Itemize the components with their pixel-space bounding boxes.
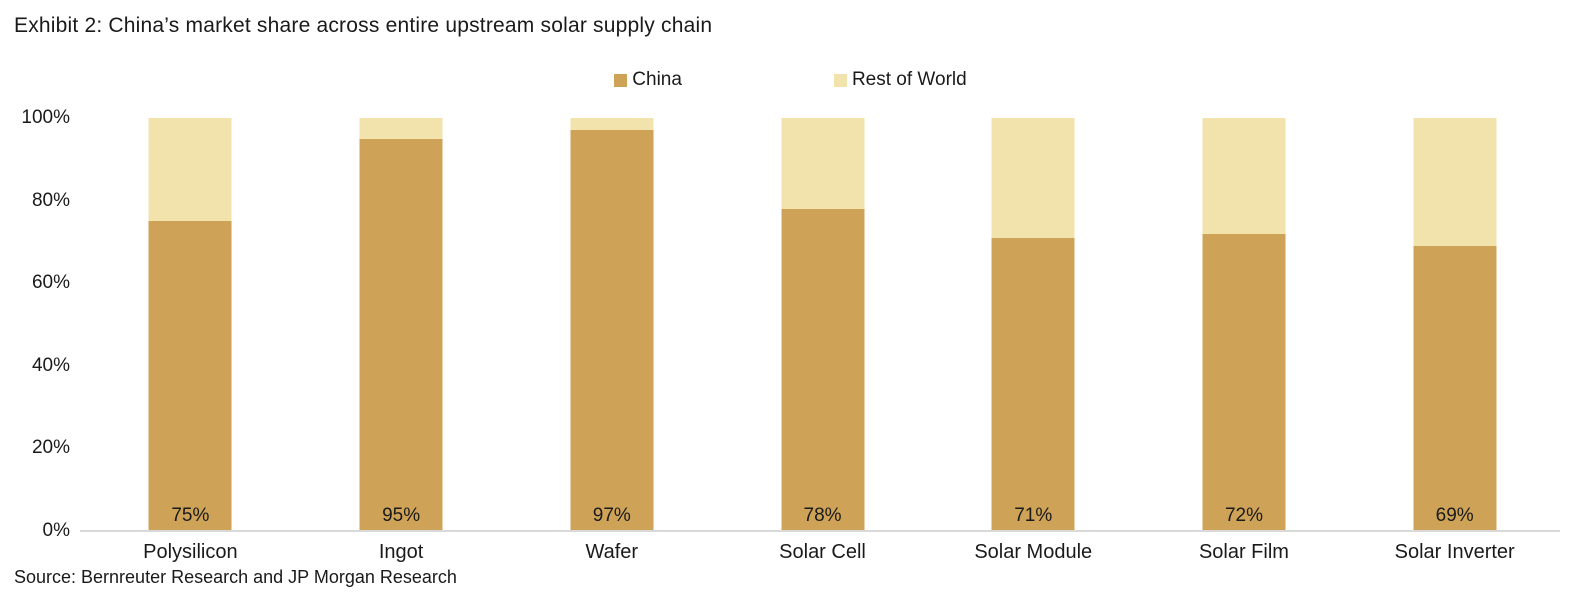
bar-slot: 75% bbox=[85, 118, 296, 531]
stacked-bar-solar-cell: 78% bbox=[781, 118, 865, 531]
segment-rest-of-world bbox=[991, 118, 1075, 238]
bar-value-label: 71% bbox=[1014, 505, 1053, 526]
segment-china bbox=[570, 130, 654, 531]
bar-slot: 95% bbox=[296, 118, 507, 531]
stacked-bar-polysilicon: 75% bbox=[148, 118, 232, 531]
stacked-bar-solar-module: 71% bbox=[991, 118, 1075, 531]
bar-value-label: 75% bbox=[171, 505, 210, 526]
legend-item-china: China bbox=[614, 69, 682, 91]
segment-rest-of-world bbox=[570, 118, 654, 131]
segment-rest-of-world bbox=[781, 118, 865, 209]
segment-china bbox=[1413, 246, 1497, 531]
bar-value-label: 95% bbox=[382, 505, 421, 526]
bar-slot: 69% bbox=[1349, 118, 1560, 531]
y-axis-tick-label: 80% bbox=[31, 189, 70, 211]
category-label: Solar Inverter bbox=[1394, 541, 1515, 563]
legend-label: China bbox=[632, 69, 682, 90]
y-axis-tick-label: 100% bbox=[21, 107, 70, 128]
segment-china bbox=[991, 237, 1075, 531]
category-label: Polysilicon bbox=[143, 541, 238, 563]
category-label: Solar Module bbox=[974, 541, 1093, 563]
y-axis-tick-label: 40% bbox=[31, 354, 70, 376]
legend-item-rest_of_world: Rest of World bbox=[833, 69, 967, 91]
category-label: Solar Cell bbox=[779, 541, 866, 563]
bar-value-label: 69% bbox=[1435, 505, 1474, 526]
source-note: Source: Bernreuter Research and JP Morga… bbox=[14, 567, 457, 587]
category-label: Wafer bbox=[585, 541, 639, 563]
bar-value-label: 97% bbox=[592, 505, 631, 526]
bar-slot: 72% bbox=[1139, 118, 1350, 531]
legend: China Rest of World bbox=[0, 69, 1581, 91]
segment-china bbox=[148, 221, 232, 531]
bar-slot: 97% bbox=[506, 118, 717, 531]
y-axis-tick-label: 60% bbox=[31, 272, 70, 294]
x-axis-line bbox=[80, 530, 1560, 532]
segment-china bbox=[1202, 233, 1286, 531]
stacked-bar-solar-inverter: 69% bbox=[1413, 118, 1497, 531]
bar-slot: 78% bbox=[717, 118, 928, 531]
y-axis-tick-label: 0% bbox=[42, 520, 70, 541]
bar-value-label: 72% bbox=[1224, 505, 1263, 526]
segment-china bbox=[359, 138, 443, 531]
plot-area: 75% 95% 97% 78% 71% 72% 69% bbox=[85, 118, 1560, 531]
category-label: Ingot bbox=[378, 541, 424, 563]
stacked-bar-solar-film: 72% bbox=[1202, 118, 1286, 531]
chart-title: Exhibit 2: China’s market share across e… bbox=[14, 14, 713, 37]
stacked-bar-wafer: 97% bbox=[570, 118, 654, 531]
y-axis-tick-label: 20% bbox=[31, 437, 70, 459]
segment-china bbox=[781, 208, 865, 531]
segment-rest-of-world bbox=[359, 118, 443, 139]
legend-swatch-icon bbox=[833, 73, 847, 87]
category-label: Solar Film bbox=[1198, 541, 1289, 563]
bar-slot: 71% bbox=[928, 118, 1139, 531]
legend-label: Rest of World bbox=[851, 69, 967, 90]
bar-value-label: 78% bbox=[803, 505, 842, 526]
segment-rest-of-world bbox=[1413, 118, 1497, 247]
legend-swatch-icon bbox=[614, 73, 628, 87]
x-axis-category-labels: Polysilicon Ingot Wafer Solar Cell Solar Mod… bbox=[85, 541, 1560, 564]
segment-rest-of-world bbox=[148, 118, 232, 222]
stacked-bar-ingot: 95% bbox=[359, 118, 443, 531]
segment-rest-of-world bbox=[1202, 118, 1286, 234]
